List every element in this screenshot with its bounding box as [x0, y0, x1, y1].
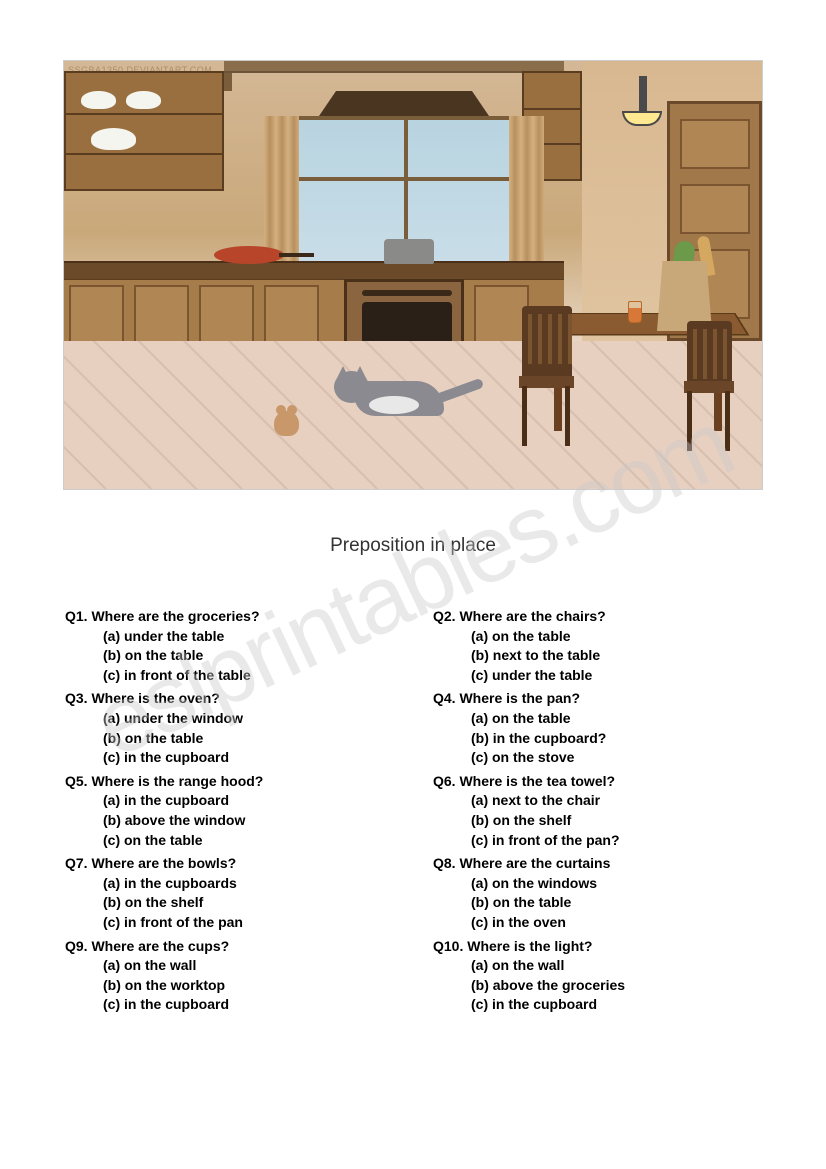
- q-option-c: (c) on the table: [65, 831, 393, 851]
- q-option-b: (b) above the window: [65, 811, 393, 831]
- q-option-c: (c) in front of the table: [65, 666, 393, 686]
- q-option-b: (b) on the shelf: [433, 811, 761, 831]
- q-option-c: (c) in front of the pan?: [433, 831, 761, 851]
- q-prompt: Q2. Where are the chairs?: [433, 607, 761, 627]
- q-prompt: Q6. Where is the tea towel?: [433, 772, 761, 792]
- q-option-a: (a) under the table: [65, 627, 393, 647]
- question-2: Q2. Where are the chairs? (a) on the tab…: [433, 607, 761, 685]
- q-prompt: Q7. Where are the bowls?: [65, 854, 393, 874]
- q-option-b: (b) above the groceries: [433, 976, 761, 996]
- q-prompt: Q4. Where is the pan?: [433, 689, 761, 709]
- question-10: Q10. Where is the light? (a) on the wall…: [433, 937, 761, 1015]
- q-prompt: Q10. Where is the light?: [433, 937, 761, 957]
- question-9: Q9. Where are the cups? (a) on the wall …: [65, 937, 393, 1015]
- q-prompt: Q3. Where is the oven?: [65, 689, 393, 709]
- q-option-c: (c) under the table: [433, 666, 761, 686]
- q-option-c: (c) in the oven: [433, 913, 761, 933]
- q-option-c: (c) in the cupboard: [433, 995, 761, 1015]
- q-option-a: (a) in the cupboards: [65, 874, 393, 894]
- q-prompt: Q8. Where are the curtains: [433, 854, 761, 874]
- question-5: Q5. Where is the range hood? (a) in the …: [65, 772, 393, 850]
- q-option-a: (a) on the table: [433, 709, 761, 729]
- q-option-c: (c) in front of the pan: [65, 913, 393, 933]
- q-prompt: Q1. Where are the groceries?: [65, 607, 393, 627]
- q-option-c: (c) on the stove: [433, 748, 761, 768]
- q-option-b: (b) on the table: [433, 893, 761, 913]
- q-option-b: (b) on the table: [65, 729, 393, 749]
- q-option-c: (c) in the cupboard: [65, 995, 393, 1015]
- q-option-a: (a) on the windows: [433, 874, 761, 894]
- q-option-a: (a) under the window: [65, 709, 393, 729]
- kitchen-illustration: SSGBA1350.DEVIANTART.COM: [63, 60, 763, 490]
- q-option-c: (c) in the cupboard: [65, 748, 393, 768]
- worksheet-title: Preposition in place: [60, 535, 766, 557]
- q-option-b: (b) in the cupboard?: [433, 729, 761, 749]
- questions-container: Q1. Where are the groceries? (a) under t…: [60, 607, 766, 1019]
- q-option-b: (b) on the worktop: [65, 976, 393, 996]
- q-option-b: (b) on the table: [65, 646, 393, 666]
- q-option-b: (b) next to the table: [433, 646, 761, 666]
- q-option-b: (b) on the shelf: [65, 893, 393, 913]
- question-6: Q6. Where is the tea towel? (a) next to …: [433, 772, 761, 850]
- q-prompt: Q9. Where are the cups?: [65, 937, 393, 957]
- question-4: Q4. Where is the pan? (a) on the table (…: [433, 689, 761, 767]
- question-1: Q1. Where are the groceries? (a) under t…: [65, 607, 393, 685]
- question-8: Q8. Where are the curtains (a) on the wi…: [433, 854, 761, 932]
- q-option-a: (a) on the wall: [65, 956, 393, 976]
- q-option-a: (a) in the cupboard: [65, 791, 393, 811]
- q-option-a: (a) on the wall: [433, 956, 761, 976]
- question-3: Q3. Where is the oven? (a) under the win…: [65, 689, 393, 767]
- q-option-a: (a) on the table: [433, 627, 761, 647]
- q-option-a: (a) next to the chair: [433, 791, 761, 811]
- question-7: Q7. Where are the bowls? (a) in the cupb…: [65, 854, 393, 932]
- q-prompt: Q5. Where is the range hood?: [65, 772, 393, 792]
